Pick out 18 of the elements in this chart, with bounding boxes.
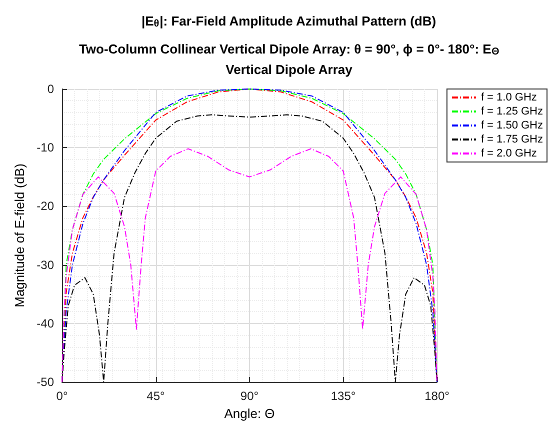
- legend-label: f = 1.0 GHz: [480, 92, 537, 104]
- y-tick-label: -10: [36, 140, 54, 155]
- x-tick-label: 135°: [330, 389, 356, 403]
- y-tick-label: -40: [36, 316, 54, 330]
- legend-label: f = 2.0 GHz: [480, 148, 537, 160]
- legend-label: f = 1.25 GHz: [480, 106, 544, 118]
- y-axis-title: Magnitude of E-field (dB): [12, 164, 27, 308]
- y-tick-label: -50: [36, 375, 54, 389]
- legend-label: f = 1.75 GHz: [480, 134, 544, 146]
- x-tick-label: 90°: [240, 389, 259, 403]
- y-tick-label: -20: [36, 199, 54, 214]
- x-axis-title: Angle: Θ: [224, 406, 275, 421]
- y-tick-label: 0: [47, 82, 54, 96]
- y-tick-label: -30: [36, 258, 54, 272]
- x-tick-label: 0°: [56, 389, 68, 403]
- x-tick-label: 45°: [146, 389, 166, 403]
- x-tick-label: 180°: [424, 389, 450, 403]
- legend-label: f = 1.50 GHz: [480, 120, 544, 132]
